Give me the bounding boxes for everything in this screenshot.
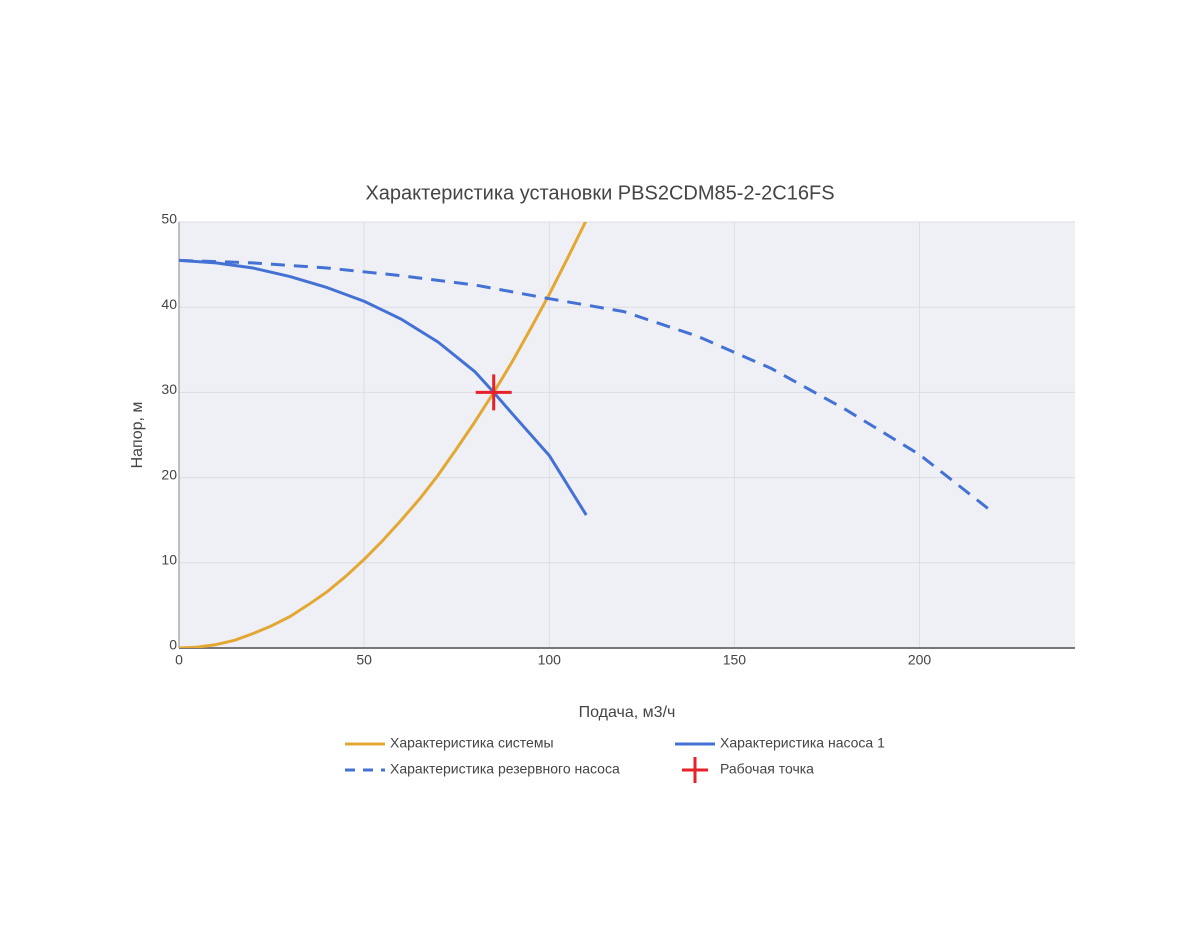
series-line	[179, 222, 588, 648]
y-tick-label: 10	[161, 552, 177, 568]
x-axis-label: Подача, м3/ч	[579, 704, 676, 721]
y-tick-label: 30	[161, 381, 177, 397]
series-line	[179, 258, 588, 516]
x-tick-label: 150	[723, 652, 747, 668]
y-tick-label: 20	[161, 466, 177, 482]
legend-label: Характеристика насоса 1	[720, 735, 885, 751]
working-point	[475, 374, 512, 411]
plot-layer	[179, 222, 991, 648]
y-tick-label: 50	[161, 211, 177, 227]
legend-label: Характеристика системы	[390, 735, 554, 751]
y-tick-label: 0	[169, 637, 177, 653]
legend-symbol	[682, 757, 708, 783]
x-tick-label: 100	[538, 652, 562, 668]
chart-title: Характеристика установки PBS2CDM85-2-2C1…	[365, 182, 834, 204]
y-tick-label: 40	[161, 296, 177, 312]
x-tick-label: 200	[908, 652, 932, 668]
x-tick-label: 50	[356, 652, 372, 668]
plot-area	[179, 222, 1075, 648]
y-axis-label: Напор, м	[129, 402, 146, 469]
x-tick-label: 0	[175, 652, 183, 668]
legend-label: Рабочая точка	[720, 761, 814, 777]
legend-label: Характеристика резервного насоса	[390, 761, 620, 777]
